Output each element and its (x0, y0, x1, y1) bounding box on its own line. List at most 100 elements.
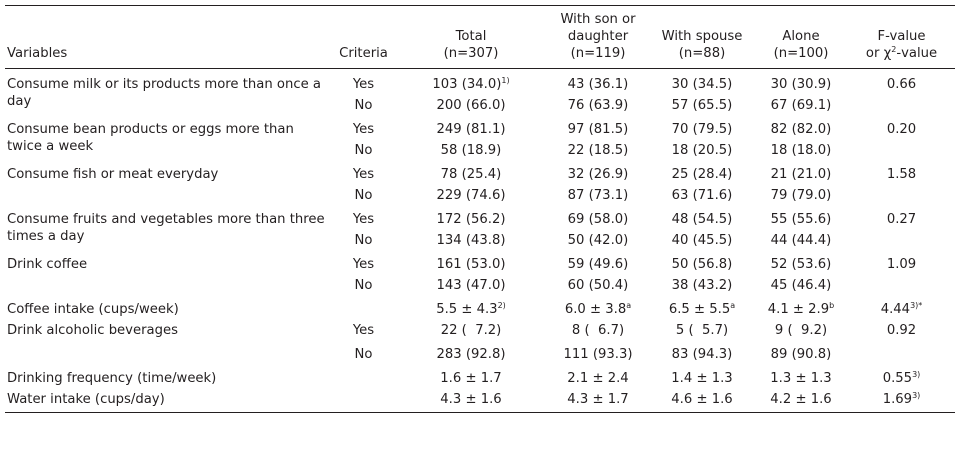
spouse-cell: 1.4 ± 1.3 (671, 371, 733, 386)
son-cell: 8 ( 6.7) (571, 323, 625, 338)
fvalue-cell: 0.20 (886, 122, 917, 137)
header-variables: Variables (5, 5, 331, 69)
spouse-cell: 70 (79.5) (671, 122, 733, 137)
spouse-cell: 48 (54.5) (671, 212, 733, 227)
son-cell: 4.3 ± 1.7 (546, 387, 650, 413)
total-cell: 78 (25.4) (440, 167, 502, 182)
fvalue-cell (848, 228, 955, 249)
criteria-cell (331, 363, 396, 387)
alone-cell: 4.1 ± 2.9b (767, 301, 835, 318)
header-alone: Alone (n=100) (754, 5, 848, 69)
criteria-cell: No (354, 233, 373, 248)
son-cell: 111 (93.3) (563, 347, 633, 362)
header-row: Variables Criteria Total (n=307) With son… (5, 5, 955, 69)
table-row: Water intake (cups/day) 4.3 ± 1.6 4.3 ± … (5, 387, 955, 413)
total-cell: 134 (43.8) (436, 233, 506, 248)
son-cell: 87 (73.1) (567, 188, 629, 203)
alone-cell: 55 (55.6) (770, 212, 832, 227)
criteria-cell: No (354, 347, 373, 362)
fvalue-cell: 0.92 (886, 323, 917, 338)
row-label: Drinking frequency (time/week) (7, 371, 217, 386)
table-row: No 283 (92.8) 111 (93.3) 83 (94.3) 89 (9… (5, 339, 955, 363)
header-total: Total (n=307) (396, 5, 546, 69)
table-row: Consume fruits and vegetables more than … (5, 204, 955, 244)
total-cell: 200 (66.0) (436, 98, 506, 113)
header-criteria: Criteria (331, 5, 396, 69)
criteria-cell: No (354, 98, 373, 113)
table-row: Drink alcoholic beverages Yes 22 ( 7.2) … (5, 318, 955, 339)
criteria-cell: Yes (352, 167, 375, 182)
total-cell: 22 ( 7.2) (440, 323, 502, 338)
spouse-cell: 40 (45.5) (671, 233, 733, 248)
fvalue-cell (848, 138, 955, 159)
alone-cell: 82 (82.0) (770, 122, 832, 137)
criteria-cell: No (354, 143, 373, 158)
son-cell: 22 (18.5) (567, 143, 629, 158)
son-cell: 6.0 ± 3.8a (564, 301, 632, 318)
alone-cell: 4.2 ± 1.6 (754, 387, 848, 413)
row-label: Drink alcoholic beverages (7, 323, 178, 338)
total-cell: 283 (92.8) (436, 347, 506, 362)
criteria-cell: Yes (352, 212, 375, 227)
fvalue-cell: 1.693) (848, 387, 955, 413)
fvalue-cell: 1.58 (886, 167, 917, 182)
son-cell: 60 (50.4) (567, 278, 629, 293)
header-fvalue: F-value or χ2-value (848, 5, 955, 69)
row-label: Coffee intake (cups/week) (7, 302, 179, 317)
spouse-cell: 25 (28.4) (671, 167, 733, 182)
row-label: Drink coffee (7, 257, 88, 272)
table-row: Consume milk or its products more than o… (5, 69, 955, 110)
son-cell: 50 (42.0) (567, 233, 629, 248)
table-row: Drink coffee Yes 161 (53.0) 59 (49.6) 50… (5, 249, 955, 273)
alone-cell: 45 (46.4) (770, 278, 832, 293)
alone-cell: 67 (69.1) (770, 98, 832, 113)
spouse-cell: 18 (20.5) (671, 143, 733, 158)
table-row: No 134 (43.8) 50 (42.0) 40 (45.5) 44 (44… (5, 228, 955, 249)
row-label: Water intake (cups/day) (5, 387, 331, 413)
total-cell: 229 (74.6) (436, 188, 506, 203)
header-spouse: With spouse (n=88) (650, 5, 754, 69)
criteria-cell: No (354, 188, 373, 203)
table-row: No 200 (66.0) 76 (63.9) 57 (65.5) 67 (69… (5, 93, 955, 114)
alone-cell: 9 ( 9.2) (774, 323, 828, 338)
fvalue-cell: 4.443)* (880, 301, 923, 318)
criteria-cell: Yes (352, 77, 375, 92)
alone-cell: 1.3 ± 1.3 (770, 371, 832, 386)
criteria-cell (331, 294, 396, 318)
total-cell: 1.6 ± 1.7 (440, 371, 502, 386)
son-cell: 2.1 ± 2.4 (567, 371, 629, 386)
alone-cell: 18 (18.0) (770, 143, 832, 158)
alone-cell: 44 (44.4) (770, 233, 832, 248)
fvalue-cell: 1.09 (886, 257, 917, 272)
table-row: No 58 (18.9) 22 (18.5) 18 (20.5) 18 (18.… (5, 138, 955, 159)
table-row: No 143 (47.0) 60 (50.4) 38 (43.2) 45 (46… (5, 273, 955, 294)
son-cell: 43 (36.1) (567, 77, 629, 92)
total-cell: 249 (81.1) (436, 122, 506, 137)
spouse-cell: 38 (43.2) (671, 278, 733, 293)
row-label: Consume fish or meat everyday (7, 167, 219, 182)
total-cell: 5.5 ± 4.32) (436, 301, 506, 318)
alone-cell: 21 (21.0) (770, 167, 832, 182)
fvalue-cell: 0.27 (886, 212, 917, 227)
son-cell: 97 (81.5) (567, 122, 629, 137)
son-cell: 32 (26.9) (567, 167, 629, 182)
spouse-cell: 6.5 ± 5.5a (668, 301, 736, 318)
criteria-cell: Yes (352, 257, 375, 272)
son-cell: 76 (63.9) (567, 98, 629, 113)
row-label: Consume bean products or eggs more than … (7, 122, 294, 154)
total-cell: 161 (53.0) (436, 257, 506, 272)
fvalue-cell (848, 93, 955, 114)
alone-cell: 89 (90.8) (770, 347, 832, 362)
alone-cell: 79 (79.0) (770, 188, 832, 203)
spouse-cell: 57 (65.5) (671, 98, 733, 113)
row-label: Consume milk or its products more than o… (7, 77, 321, 109)
total-cell: 103 (34.0)1) (432, 76, 510, 93)
son-cell: 59 (49.6) (567, 257, 629, 272)
table-row: Consume bean products or eggs more than … (5, 114, 955, 154)
total-cell: 172 (56.2) (436, 212, 506, 227)
alone-cell: 30 (30.9) (770, 77, 832, 92)
spouse-cell: 5 ( 5.7) (675, 323, 729, 338)
criteria-cell: Yes (352, 323, 375, 338)
alone-cell: 52 (53.6) (770, 257, 832, 272)
